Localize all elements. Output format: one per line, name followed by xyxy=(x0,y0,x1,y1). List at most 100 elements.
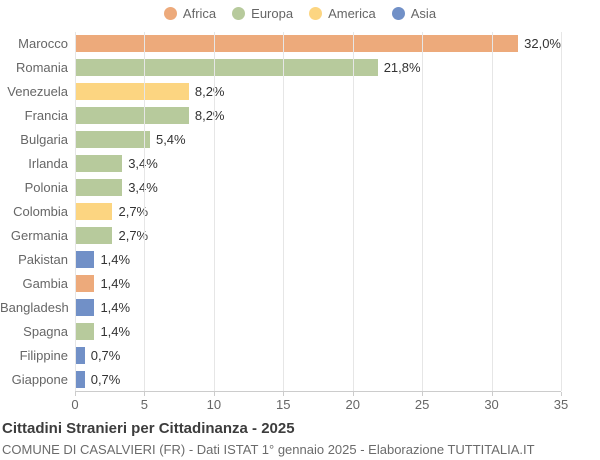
bar-francia xyxy=(75,107,189,125)
x-tick-label: 15 xyxy=(276,397,291,412)
bar-value-label: 1,4% xyxy=(100,299,131,315)
category-label: Germania xyxy=(10,228,68,243)
axis-tick-mark xyxy=(491,392,493,396)
category-label: Colombia xyxy=(13,204,68,219)
x-axis: 0 5 10 15 20 25 30 35 xyxy=(71,397,568,413)
x-tick-label: 5 xyxy=(140,397,149,412)
bar-giappone xyxy=(75,370,85,388)
bar-value-label: 2,7% xyxy=(118,204,149,220)
axis-tick-mark xyxy=(422,392,424,396)
bar-row: 2,7% xyxy=(75,224,561,248)
legend-label: America xyxy=(328,6,376,21)
legend-label: Africa xyxy=(182,6,217,21)
gridline xyxy=(144,32,146,391)
bar-venezuela xyxy=(75,83,189,101)
gridline xyxy=(213,32,215,391)
bar-row: 1,4% xyxy=(75,319,561,343)
bar-value-label: 3,4% xyxy=(128,180,158,196)
x-tick-label: 25 xyxy=(414,397,430,412)
category-label: Giappone xyxy=(11,372,68,387)
x-tick-label: 0 xyxy=(71,397,79,412)
chart-legend: Africa Europa America Asia xyxy=(0,6,600,21)
x-tick-label: 10 xyxy=(206,397,222,412)
legend-label: Asia xyxy=(410,6,437,21)
axis-tick-mark xyxy=(561,392,562,396)
bar-bulgaria xyxy=(75,131,150,149)
bar-colombia xyxy=(75,203,113,221)
x-tick-label: 35 xyxy=(553,397,569,412)
legend-item-america[interactable]: America xyxy=(309,6,376,21)
gridline xyxy=(283,32,285,391)
chart-title: Cittadini Stranieri per Cittadinanza - 2… xyxy=(2,420,295,437)
bar-row: 1,4% xyxy=(75,247,561,271)
category-axis: Marocco Romania Venezuela Francia Bulgaria Ir… xyxy=(0,32,69,392)
category-label: Bangladesh xyxy=(0,300,69,315)
bar-value-label: 8,2% xyxy=(194,108,225,124)
category-label: Bulgaria xyxy=(20,132,68,147)
legend-item-asia[interactable]: Asia xyxy=(391,6,437,21)
bar-value-label: 0,7% xyxy=(90,347,121,363)
axis-tick-mark xyxy=(352,392,354,396)
x-tick-label: 30 xyxy=(484,397,499,412)
bar-value-label: 1,4% xyxy=(100,323,131,339)
gridline xyxy=(491,32,493,391)
bar-romania xyxy=(75,59,378,77)
legend-item-europa[interactable]: Europa xyxy=(232,6,293,21)
category-label: Marocco xyxy=(18,36,68,51)
category-label: Polonia xyxy=(24,180,68,195)
bar-row: 8,2% xyxy=(75,104,561,128)
category-label: Pakistan xyxy=(18,252,68,267)
axis-tick-mark xyxy=(283,392,285,396)
bar-row: 2,7% xyxy=(75,200,561,224)
legend-item-africa[interactable]: Africa xyxy=(163,6,217,21)
bar-row: 1,4% xyxy=(75,271,561,295)
bar-row: 21,8% xyxy=(75,56,561,80)
x-tick-label: 20 xyxy=(345,397,360,412)
bar-value-label: 5,4% xyxy=(155,132,186,148)
gridline xyxy=(75,32,76,391)
category-label: Francia xyxy=(24,108,68,123)
bar-value-label: 32,0% xyxy=(524,36,561,52)
bar-pakistan xyxy=(75,250,95,268)
bar-row: 0,7% xyxy=(75,343,561,367)
category-label: Spagna xyxy=(23,324,68,339)
gridline xyxy=(352,32,354,391)
bar-gambia xyxy=(75,274,95,292)
axis-tick-mark xyxy=(144,392,146,396)
category-label: Irlanda xyxy=(28,156,68,171)
bar-row: 3,4% xyxy=(75,176,561,200)
bar-row: 1,4% xyxy=(75,295,561,319)
bar-rows: 32,0% 21,8% 8,2% 8,2% 5,4% 3,4% 3,4% 2,7% 2,7% 1,… xyxy=(75,32,561,391)
legend-marker-icon xyxy=(391,7,405,20)
bar-filippine xyxy=(75,346,85,364)
bar-marocco xyxy=(75,35,519,53)
gridline xyxy=(561,32,562,391)
bar-value-label: 1,4% xyxy=(100,251,131,267)
category-label: Filippine xyxy=(19,348,68,363)
bar-value-label: 8,2% xyxy=(194,84,225,100)
legend-marker-icon xyxy=(163,7,177,20)
legend-marker-icon xyxy=(232,7,246,20)
category-label: Gambia xyxy=(22,276,68,291)
bar-value-label: 2,7% xyxy=(118,227,149,243)
bar-polonia xyxy=(75,179,123,197)
legend-marker-icon xyxy=(309,7,323,20)
legend-label: Europa xyxy=(251,6,294,21)
axis-tick-mark xyxy=(213,392,215,396)
bar-bangladesh xyxy=(75,298,95,316)
bar-value-label: 21,8% xyxy=(383,60,421,76)
bar-germania xyxy=(75,226,113,244)
plot-area: 32,0% 21,8% 8,2% 8,2% 5,4% 3,4% 3,4% 2,7% 2,7% 1,… xyxy=(75,32,562,396)
bar-value-label: 1,4% xyxy=(100,275,131,291)
bar-row: 5,4% xyxy=(75,128,561,152)
bar-value-label: 0,7% xyxy=(90,371,121,387)
axis-tick-mark xyxy=(75,392,76,396)
bar-row: 32,0% xyxy=(75,32,561,56)
bar-row: 0,7% xyxy=(75,367,561,391)
gridline xyxy=(422,32,424,391)
bar-value-label: 3,4% xyxy=(128,156,158,172)
bar-irlanda xyxy=(75,155,123,173)
chart-subtitle: COMUNE DI CASALVIERI (FR) - Dati ISTAT 1… xyxy=(2,442,535,457)
category-label: Venezuela xyxy=(7,84,68,99)
